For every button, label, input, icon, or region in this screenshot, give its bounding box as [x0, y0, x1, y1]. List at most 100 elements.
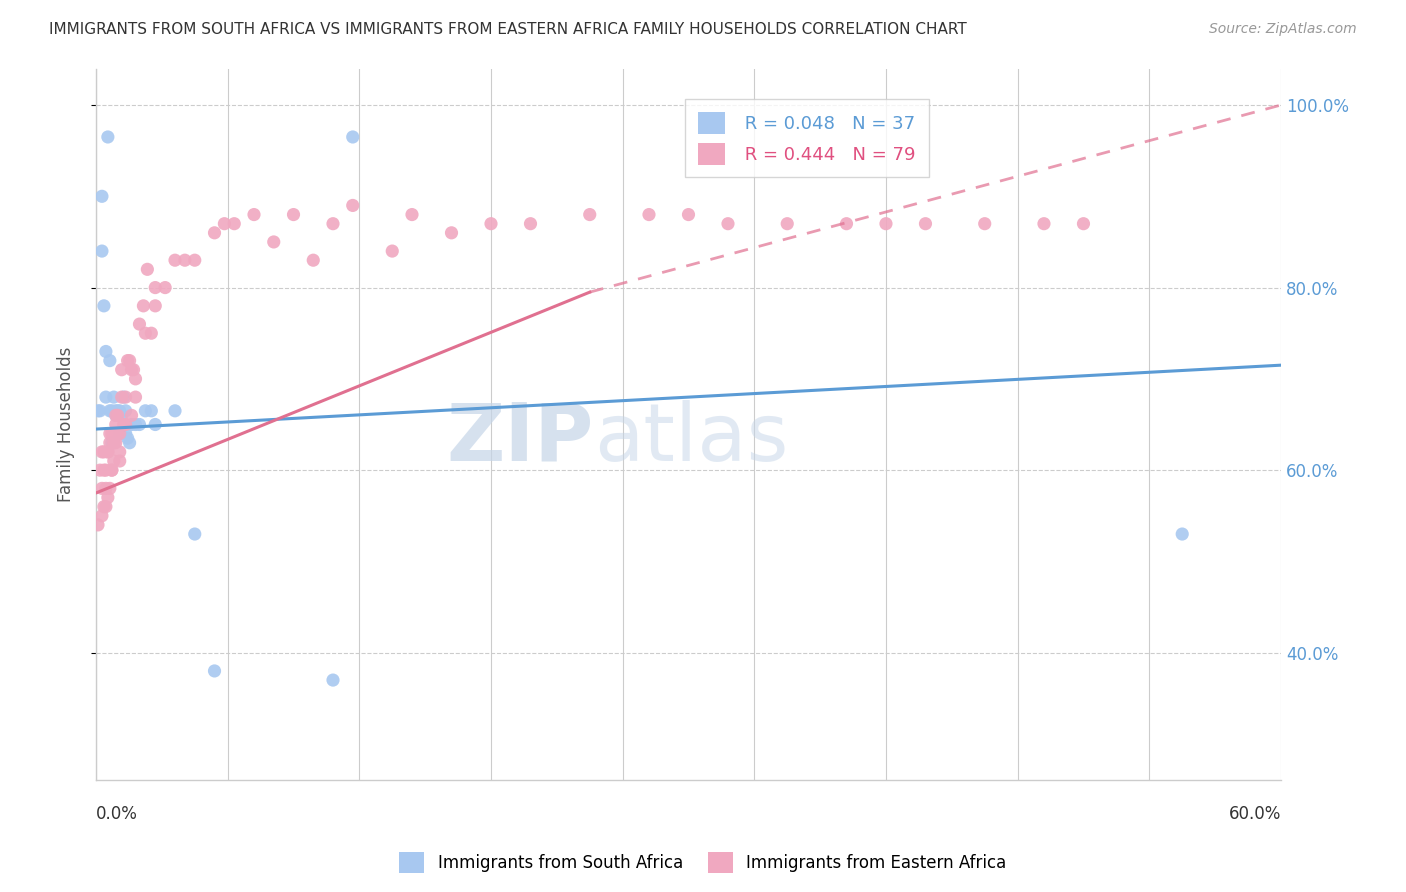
Point [103, 435, 125, 450]
Point [103, 390, 125, 404]
Point [94, 482, 117, 496]
Point [108, 426, 131, 441]
Legend: Immigrants from South Africa, Immigrants from Eastern Africa: Immigrants from South Africa, Immigrants… [392, 846, 1014, 880]
Point [322, 217, 344, 231]
Point [835, 217, 858, 231]
Point [98, 404, 121, 418]
Point [91, 508, 114, 523]
Point [107, 426, 129, 441]
Point [97, 445, 120, 459]
Point [124, 417, 146, 432]
Point [638, 208, 661, 222]
Point [89, 463, 111, 477]
Point [103, 454, 125, 468]
Point [342, 130, 364, 145]
Point [1033, 217, 1056, 231]
Point [98, 482, 121, 496]
Point [112, 417, 135, 432]
Point [91, 189, 114, 203]
Point [717, 217, 740, 231]
Point [108, 454, 131, 468]
Point [91, 244, 114, 258]
Point [124, 372, 146, 386]
Point [124, 390, 146, 404]
Point [87, 517, 110, 532]
Point [93, 500, 115, 514]
Point [108, 404, 131, 418]
Point [107, 409, 129, 423]
Point [108, 445, 131, 459]
Point [101, 463, 124, 477]
Point [128, 417, 150, 432]
Point [97, 445, 120, 459]
Point [141, 326, 163, 341]
Point [342, 198, 364, 212]
Point [204, 226, 226, 240]
Point [117, 431, 139, 445]
Point [776, 217, 799, 231]
Point [122, 362, 145, 376]
Point [94, 500, 117, 514]
Point [128, 317, 150, 331]
Point [101, 426, 124, 441]
Text: Source: ZipAtlas.com: Source: ZipAtlas.com [1209, 22, 1357, 37]
Point [118, 435, 141, 450]
Point [111, 409, 134, 423]
Point [98, 353, 121, 368]
Point [101, 463, 124, 477]
Point [440, 226, 463, 240]
Point [93, 445, 115, 459]
Point [108, 426, 131, 441]
Point [101, 435, 124, 450]
Point [107, 404, 129, 418]
Point [121, 417, 143, 432]
Point [97, 491, 120, 505]
Point [143, 280, 166, 294]
Point [104, 417, 127, 432]
Point [302, 253, 325, 268]
Point [184, 253, 207, 268]
Point [87, 404, 110, 418]
Point [91, 445, 114, 459]
Point [112, 390, 135, 404]
Point [89, 404, 111, 418]
Point [143, 299, 166, 313]
Point [322, 673, 344, 687]
Point [1171, 527, 1194, 541]
Point [224, 217, 246, 231]
Point [104, 435, 127, 450]
Point [91, 482, 114, 496]
Point [134, 326, 156, 341]
Text: 0.0%: 0.0% [96, 805, 138, 823]
Text: atlas: atlas [593, 400, 789, 478]
Point [97, 130, 120, 145]
Point [114, 390, 136, 404]
Text: IMMIGRANTS FROM SOUTH AFRICA VS IMMIGRANTS FROM EASTERN AFRICA FAMILY HOUSEHOLDS: IMMIGRANTS FROM SOUTH AFRICA VS IMMIGRAN… [49, 22, 967, 37]
Point [121, 362, 143, 376]
Point [578, 208, 600, 222]
Point [678, 208, 700, 222]
Point [163, 404, 186, 418]
Point [94, 463, 117, 477]
Point [117, 353, 139, 368]
Point [136, 262, 159, 277]
Legend:  R = 0.048   N = 37,  R = 0.444   N = 79: R = 0.048 N = 37, R = 0.444 N = 79 [685, 99, 928, 178]
Point [973, 217, 995, 231]
Point [141, 404, 163, 418]
Point [184, 527, 207, 541]
Point [214, 217, 236, 231]
Point [283, 208, 305, 222]
Point [111, 362, 134, 376]
Text: 60.0%: 60.0% [1229, 805, 1281, 823]
Point [94, 390, 117, 404]
Point [104, 404, 127, 418]
Point [93, 463, 115, 477]
Point [243, 208, 266, 222]
Point [114, 426, 136, 441]
Point [111, 390, 134, 404]
Text: ZIP: ZIP [447, 400, 593, 478]
Point [153, 280, 176, 294]
Point [143, 417, 166, 432]
Point [98, 435, 121, 450]
Point [94, 344, 117, 359]
